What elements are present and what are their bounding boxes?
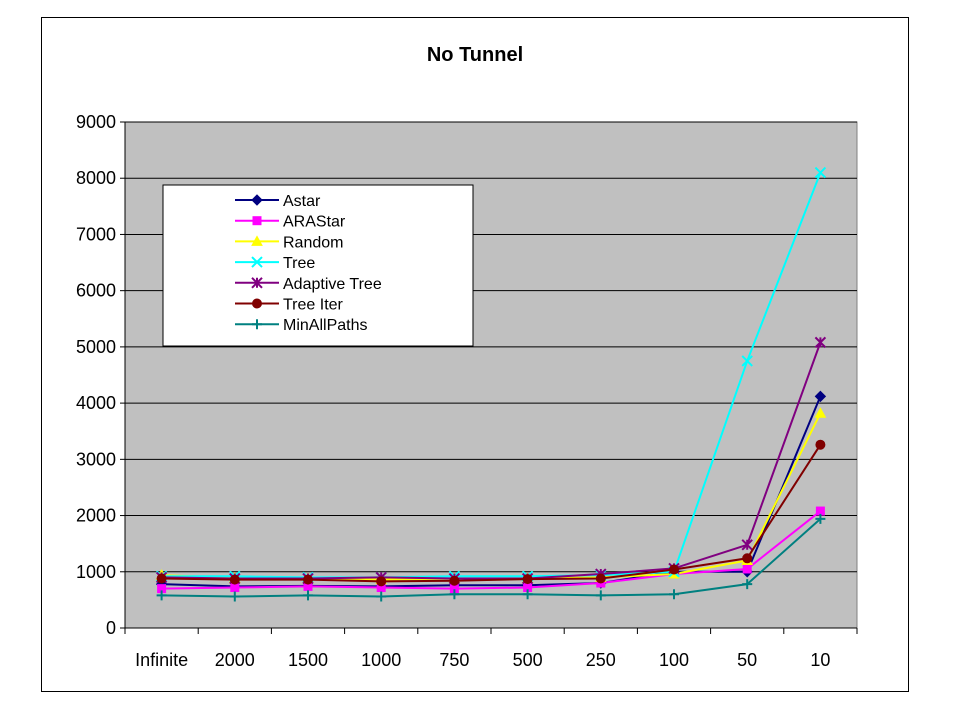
legend-marker [251, 235, 263, 246]
y-tick-label: 1000 [76, 562, 116, 582]
data-point [814, 390, 827, 403]
legend-marker [252, 319, 262, 330]
data-point [303, 590, 313, 601]
legend-entry: Adaptive Tree [235, 276, 382, 293]
y-tick-label: 9000 [76, 112, 116, 132]
legend-marker [251, 194, 263, 206]
legend-marker [252, 298, 262, 309]
data-point [376, 576, 387, 587]
data-point [303, 574, 313, 585]
data-point [449, 589, 460, 600]
legend-label: MinAllPaths [283, 317, 367, 334]
legend-entry: Random [235, 234, 343, 251]
series-line [161, 342, 822, 580]
data-point [742, 564, 752, 574]
series-line [161, 510, 822, 590]
y-tick-label: 8000 [76, 168, 116, 188]
legend-label: Adaptive Tree [283, 276, 382, 293]
data-point [156, 590, 167, 601]
series-tree-iter [156, 439, 826, 587]
data-point [669, 589, 679, 600]
x-tick-label: 750 [439, 650, 469, 670]
legend-marker [252, 216, 262, 226]
data-point [815, 506, 825, 516]
legend-label: Tree [283, 255, 315, 272]
data-point [742, 579, 753, 590]
data-point [595, 590, 606, 601]
chart-title: No Tunnel [427, 44, 523, 66]
legend-entry: Tree [235, 255, 315, 272]
legend-marker [251, 277, 263, 289]
data-point [814, 166, 827, 179]
data-point [741, 539, 753, 551]
y-tick-label: 2000 [76, 506, 116, 526]
x-tick-label: Infinite [135, 650, 188, 670]
legend-entry: Tree Iter [235, 297, 344, 314]
data-point [741, 355, 753, 367]
y-tick-label: 6000 [76, 281, 116, 301]
series-line [161, 172, 822, 579]
legend-entry: Astar [235, 193, 321, 210]
y-tick-label: 7000 [76, 224, 116, 244]
series-line [161, 518, 822, 598]
legend-label: Tree Iter [283, 297, 344, 314]
data-point [815, 439, 826, 450]
legend-entry: ARAStar [235, 214, 346, 231]
series-minallpaths [156, 513, 826, 602]
x-tick-label: 1500 [288, 650, 328, 670]
data-point [230, 583, 240, 593]
chart-frame: No Tunnel 0 1000 2000 3000 4000 5000 6000 7000 8… [41, 17, 909, 692]
x-tick-label: 100 [659, 650, 689, 670]
y-tick-label: 4000 [76, 393, 116, 413]
data-point [522, 589, 533, 600]
legend-entry: MinAllPaths [235, 317, 367, 334]
data-point [376, 591, 387, 602]
legend-label: Random [283, 234, 343, 251]
legend-label: Astar [283, 193, 321, 210]
y-tick-label: 0 [106, 618, 116, 638]
legend-box [162, 184, 474, 347]
data-point [814, 407, 827, 418]
x-tick-label: 250 [586, 650, 616, 670]
legend-label: ARAStar [283, 214, 346, 231]
series-line [161, 444, 822, 583]
data-point [814, 336, 827, 349]
y-tick-label: 5000 [76, 337, 116, 357]
data-point [229, 591, 240, 602]
data-point [742, 553, 753, 564]
data-point [815, 513, 826, 524]
x-tick-label: 10 [810, 650, 830, 670]
data-point [156, 573, 167, 584]
x-tick-label: 500 [513, 650, 543, 670]
data-point [522, 574, 533, 585]
data-point [449, 575, 460, 586]
x-tick-label: 2000 [215, 650, 255, 670]
data-point [229, 574, 240, 585]
y-tick-label: 3000 [76, 449, 116, 469]
data-point [669, 564, 679, 575]
data-point [595, 573, 606, 584]
line-chart: No Tunnel 0 1000 2000 3000 4000 5000 6000 7000 8… [76, 44, 858, 670]
legend-marker [251, 256, 263, 268]
x-tick-label: 50 [737, 650, 757, 670]
x-tick-label: 1000 [361, 650, 401, 670]
